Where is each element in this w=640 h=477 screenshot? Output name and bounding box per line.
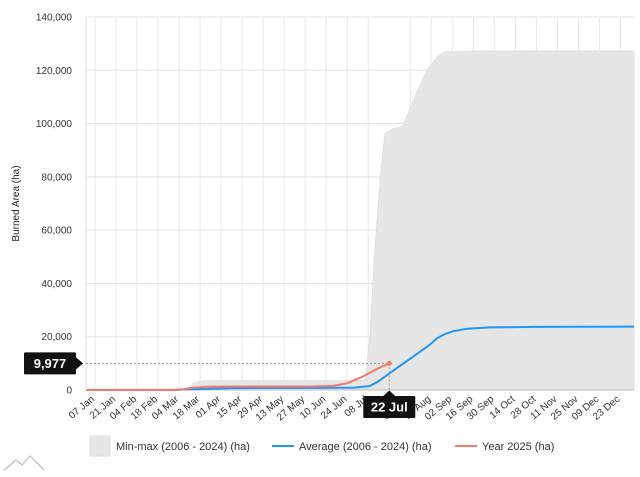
y-tick-label: 140,000 [36,13,73,24]
legend-year-2025-label: Year 2025 (ha) [482,441,554,453]
tooltip-point-marker [386,360,392,366]
legend-minmax-swatch [89,435,111,457]
y-tick-label: 100,000 [36,119,73,130]
tooltip-y-label: 9,977 [34,356,67,371]
y-tick-label: 80,000 [41,172,72,183]
tooltip-y-box [24,352,76,375]
y-tick-label: 60,000 [41,226,72,237]
tooltip-x-pointer [383,390,396,396]
mountain-logo-icon [3,455,45,471]
legend-average-label: Average (2006 - 2024) (ha) [299,441,432,453]
y-axis-title: Burned Area (ha) [11,165,22,241]
series-average-line [85,325,635,391]
y-tick-label: 0 [66,386,72,397]
y-tick-label: 20,000 [41,332,72,343]
series-minmax-area [86,50,635,391]
tooltip-x-box [363,396,416,418]
legend-minmax-label: Min-max (2006 - 2024) (ha) [116,441,250,453]
y-tick-label: 120,000 [36,66,73,77]
y-tick-label: 40,000 [41,279,72,290]
tooltip-x-label: 22 Jul [371,400,408,415]
tooltip-y-pointer [76,357,83,370]
series-year-2025-line [86,362,390,391]
